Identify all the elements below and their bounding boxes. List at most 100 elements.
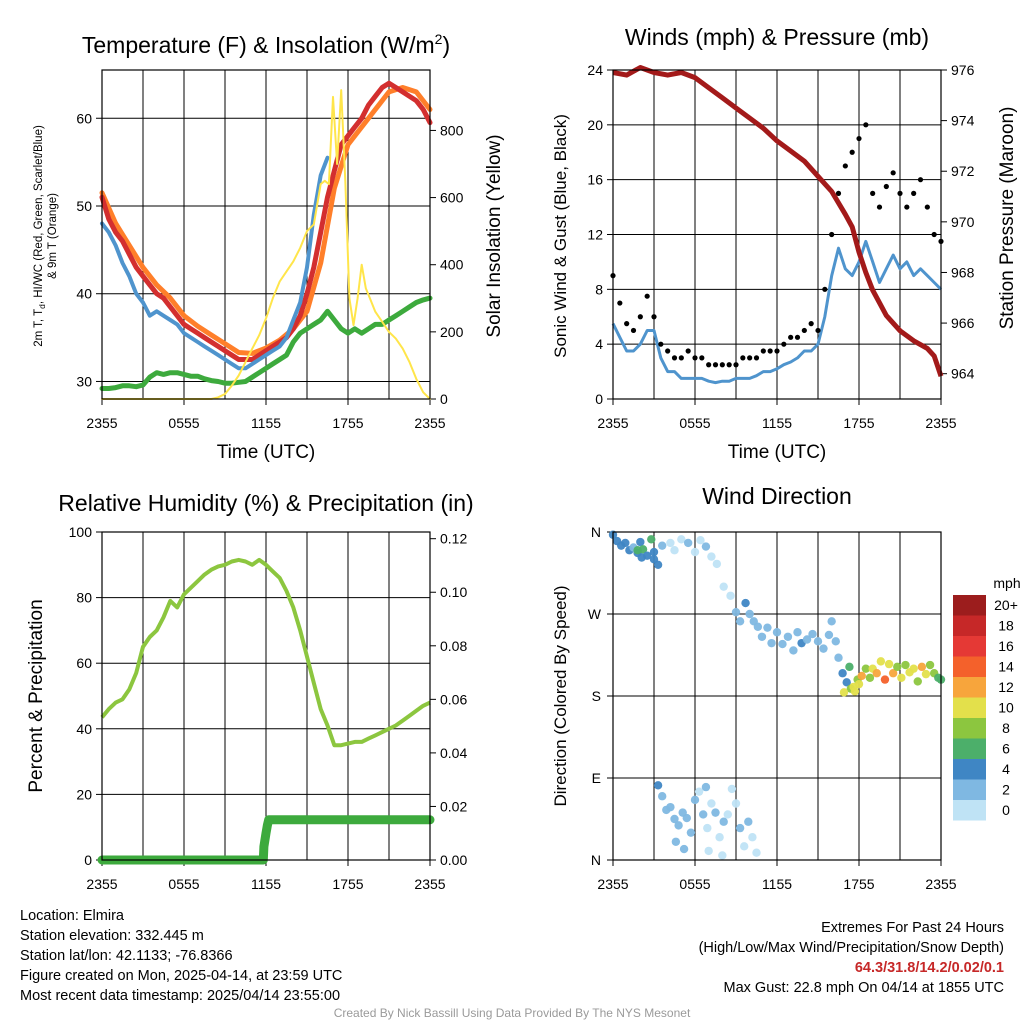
direction-point — [849, 682, 858, 692]
gust-point — [815, 327, 821, 334]
gust-point — [883, 183, 889, 190]
direction-point — [857, 671, 866, 681]
direction-point — [842, 678, 851, 687]
x-tick-label: 2355 — [597, 876, 628, 892]
pressure-y-tick-label: 966 — [951, 315, 975, 331]
direction-point — [723, 810, 732, 819]
series-line-precipitation — [97, 815, 435, 865]
direction-point — [838, 669, 847, 678]
legend-swatch — [953, 800, 986, 821]
legend-swatch — [953, 718, 986, 739]
direction-point — [621, 538, 630, 548]
direction-point — [861, 664, 871, 673]
legend-label: 20+ — [994, 597, 1018, 613]
temperature-y-tick-label: 40 — [76, 286, 92, 302]
direction-point — [767, 638, 776, 648]
direction-point — [703, 823, 712, 833]
gust-point — [890, 170, 896, 176]
gust-point — [794, 334, 801, 340]
direction-point — [701, 542, 711, 551]
gust-point — [726, 362, 732, 368]
wind-y-tick-label: 8 — [595, 281, 603, 297]
direction-point — [682, 813, 691, 823]
max-gust: Max Gust: 22.8 mph On 04/14 at 1855 UTC — [723, 980, 1004, 996]
gust-point — [897, 190, 903, 196]
direction-point — [839, 688, 849, 697]
direction-point — [727, 784, 737, 794]
gust-point — [671, 355, 678, 361]
direction-point — [731, 799, 741, 808]
direction-point — [763, 623, 772, 632]
figure-created: Figure created on Mon, 2025-04-14, at 23… — [20, 968, 343, 984]
gust-point — [917, 177, 924, 183]
temperature-ylabel-right: Solar Insolation (Yellow) — [484, 134, 505, 337]
insolation-y-tick-label: 0 — [440, 391, 448, 407]
direction-point — [925, 660, 935, 670]
direction-point — [893, 662, 902, 672]
direction-point — [819, 644, 828, 653]
gust-point — [719, 362, 725, 368]
direction-point — [731, 607, 741, 617]
gust-point — [835, 190, 842, 196]
station-info: Location: Elmira Station elevation: 332.… — [20, 906, 342, 1006]
winds-xlabel: Time (UTC) — [728, 442, 827, 463]
direction-point — [824, 630, 834, 640]
x-tick-label: 1155 — [762, 415, 792, 431]
gust-point — [712, 362, 719, 368]
plot-frame — [612, 69, 942, 400]
direction-point — [865, 673, 875, 682]
temperature-y-tick-label: 50 — [76, 198, 92, 214]
gust-point — [801, 327, 807, 334]
x-tick-label: 1155 — [762, 876, 792, 892]
temperature-ylabel-left: 2m T, Td, HI/WC (Red, Green, Scarlet/Blu… — [33, 125, 47, 347]
direction-point — [707, 552, 716, 561]
gust-point — [617, 300, 623, 306]
winds-plot-area: 2355 0555 1155 1755 2355 0 4 8 12 16 20 24 964 966 968… — [587, 62, 974, 431]
gust-point — [637, 314, 643, 320]
series-line-solar-insolation — [101, 89, 431, 400]
station-elevation: Station elevation: 332.445 m — [20, 928, 204, 944]
x-tick-label: 2355 — [86, 415, 117, 431]
direction-y-tick-label: N — [591, 524, 601, 540]
gust-point — [931, 231, 937, 238]
insolation-y-tick-label: 400 — [440, 257, 464, 273]
gust-point — [870, 190, 876, 196]
direction-point — [813, 637, 823, 646]
direction-point — [793, 628, 802, 637]
series-line-station-pressure — [612, 65, 944, 377]
direction-point — [679, 844, 689, 854]
legend-swatch — [953, 779, 986, 800]
direction-point — [719, 817, 728, 826]
direction-point — [711, 808, 720, 817]
direction-point — [670, 546, 679, 555]
legend-swatch — [953, 615, 986, 636]
direction-point — [699, 810, 708, 819]
precip-y-tick-label: 0.12 — [440, 531, 467, 547]
winds-ylabel-left: Sonic Wind & Gust (Blue, Black) — [551, 114, 570, 358]
direction-point — [888, 669, 898, 678]
direction-point — [772, 628, 782, 637]
precip-y-tick-label: 0.04 — [440, 745, 467, 761]
direction-point — [752, 848, 761, 857]
legend-label: 10 — [998, 700, 1014, 716]
direction-point — [633, 546, 642, 555]
speed-color-legend: 20+ 18 16 14 12 10 8 6 4 2 0 — [953, 595, 1018, 821]
direction-point — [802, 635, 812, 644]
x-tick-label: 2355 — [414, 415, 445, 431]
direction-point — [753, 622, 763, 631]
wind-y-tick-label: 0 — [595, 391, 603, 407]
direction-point — [707, 799, 716, 808]
direction-point — [783, 632, 793, 641]
direction-point — [694, 787, 704, 796]
direction-point — [880, 675, 890, 684]
legend-label: 16 — [998, 638, 1014, 654]
wind-y-tick-label: 4 — [595, 336, 603, 352]
direction-point — [808, 629, 817, 639]
precip-y-tick-label: 0.02 — [440, 798, 467, 814]
direction-point — [647, 535, 656, 544]
gust-point — [753, 355, 760, 361]
x-tick-label: 2355 — [597, 415, 628, 431]
legend-swatch — [953, 738, 986, 759]
precip-y-tick-label: 0.08 — [440, 638, 467, 654]
temperature-y-tick-label: 30 — [76, 373, 92, 389]
